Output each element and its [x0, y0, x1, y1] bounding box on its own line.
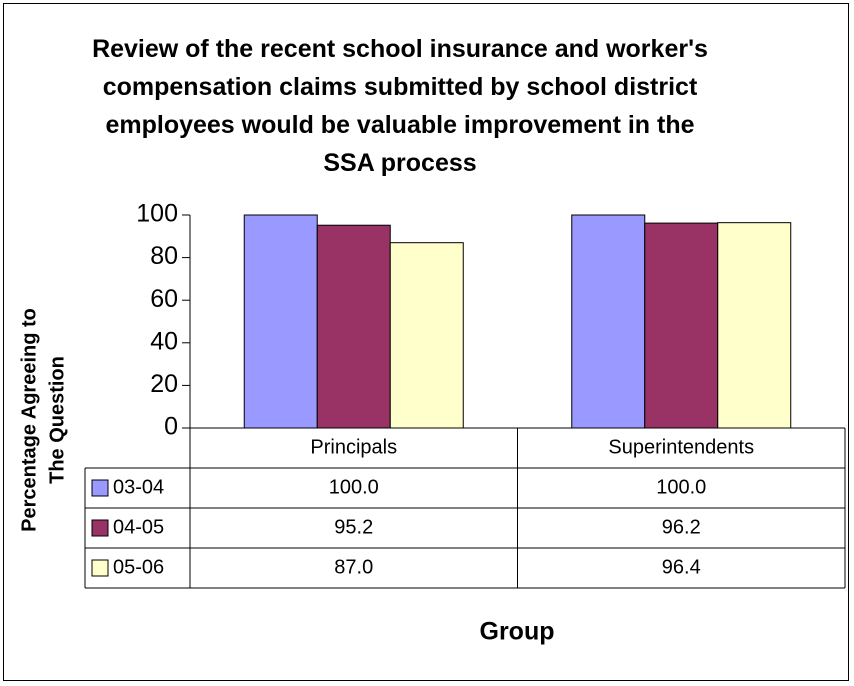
y-tick-label: 20 [150, 370, 178, 398]
bar [644, 222, 719, 429]
legend-label: 05-06 [113, 556, 164, 578]
data-label: 87.0 [334, 556, 373, 578]
data-label: 100.0 [656, 476, 706, 498]
y-axis-label: The Question [46, 356, 68, 484]
bar [389, 242, 464, 429]
data-label: 96.4 [662, 556, 701, 578]
category-label: Superintendents [608, 436, 754, 458]
y-tick-label: 60 [150, 285, 178, 313]
legend-swatch [91, 479, 109, 497]
data-label: 95.2 [334, 516, 373, 538]
bar [316, 224, 391, 429]
legend-label: 04-05 [113, 516, 164, 538]
chart-title: Review of the recent school insurance an… [92, 35, 708, 177]
y-tick-label: 100 [136, 200, 178, 228]
y-axis-label: Percentage Agreeing to [18, 308, 40, 532]
category-label: Principals [310, 436, 397, 458]
bar [571, 214, 646, 429]
legend-swatch [91, 519, 109, 537]
data-label: 100.0 [329, 476, 379, 498]
legend-label: 03-04 [113, 476, 164, 498]
bar [717, 222, 792, 429]
bar [243, 214, 318, 429]
x-axis-label: Group [480, 618, 555, 646]
legend-swatch [91, 559, 109, 577]
data-label: 96.2 [662, 516, 701, 538]
y-tick-label: 80 [150, 242, 178, 270]
y-tick-label: 40 [150, 327, 178, 355]
y-tick-label: 0 [164, 413, 178, 441]
